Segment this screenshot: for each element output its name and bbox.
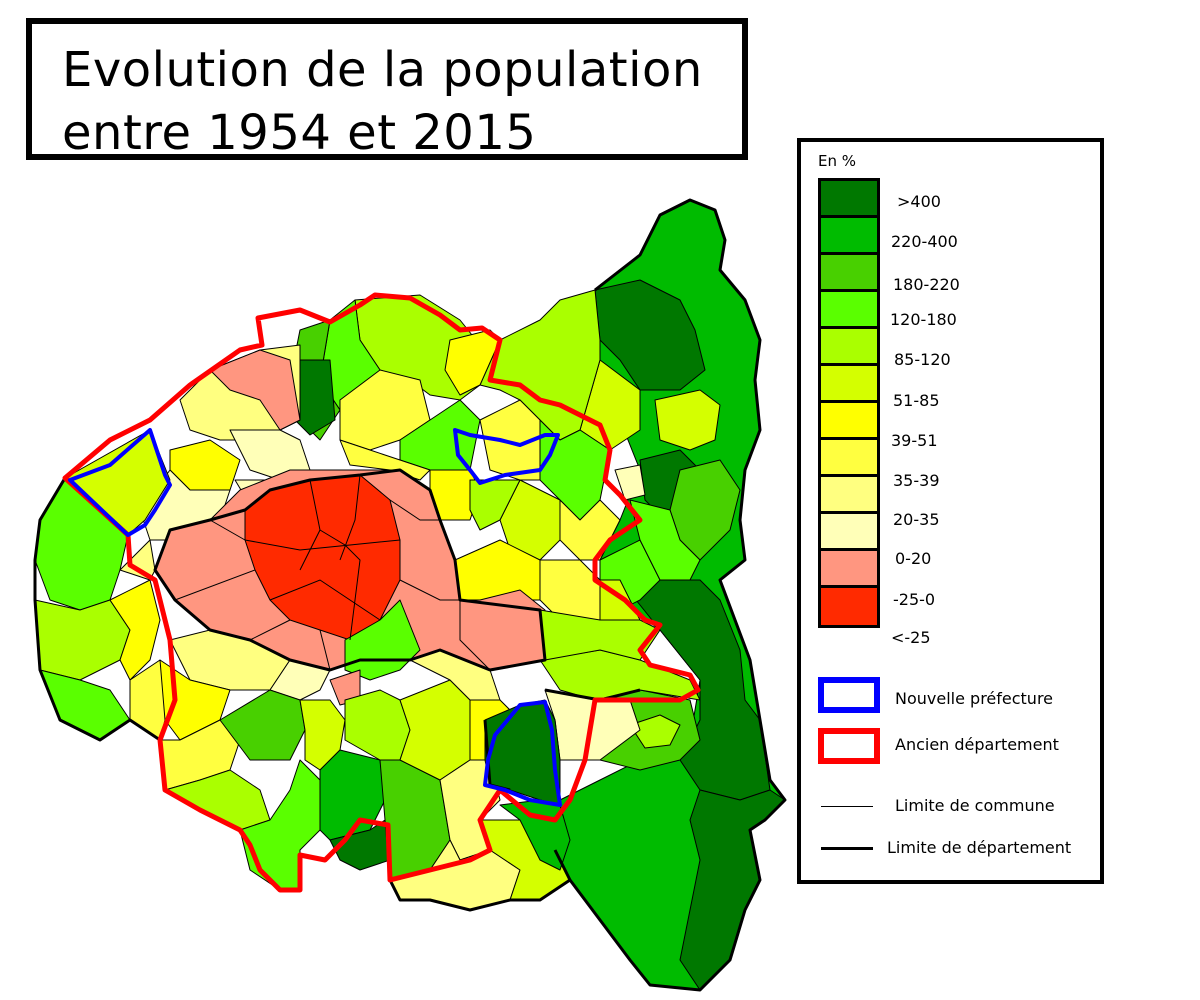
legend-swatch-120-180 (821, 292, 877, 329)
commune-region (399, 679, 471, 781)
legend-class-label: -25-0 (893, 590, 936, 609)
legend-symbol-limite-departement-label: Limite de département (887, 838, 1072, 857)
ancien-departement-outline (62, 292, 701, 893)
commune-region (629, 499, 701, 581)
legend-swatch-35-39 (821, 440, 877, 477)
limite-departement-south (388, 878, 571, 912)
limite-departement-outer (553, 198, 787, 992)
legend-swatch-85-120 (821, 329, 877, 366)
legend-class-label: >400 (897, 192, 941, 211)
legend-symbol-prefecture-label: Nouvelle préfecture (895, 689, 1054, 708)
legend-class-label: 51-85 (893, 391, 940, 410)
legend-heading: En % (818, 152, 857, 170)
commune-region (479, 399, 541, 481)
commune-region (109, 579, 161, 681)
legend-symbol-prefecture (818, 677, 880, 713)
commune-region (594, 279, 706, 391)
legend-class-label: 35-39 (893, 471, 940, 490)
commune-region (654, 389, 721, 451)
choropleth-map (33, 198, 787, 992)
map-title-line-1: Evolution de la population (62, 42, 703, 98)
legend-class-label: <-25 (891, 628, 931, 647)
map-title-box: Evolution de la population entre 1954 et… (26, 18, 748, 160)
legend-swatch-39-51 (821, 403, 877, 440)
legend-class-label: 20-35 (893, 510, 940, 529)
commune-region (209, 349, 301, 431)
map-legend: En % >400 220-400 180-220 120-180 85-120… (797, 138, 1104, 884)
commune-region (219, 689, 306, 761)
limite-departement-paris (153, 468, 547, 672)
commune-region (679, 789, 786, 991)
prefecture-outline-bobigny (453, 428, 560, 485)
legend-swatch-minus25-0 (821, 551, 877, 588)
legend-swatch-220-400 (821, 218, 877, 255)
legend-swatch-180-220 (821, 255, 877, 292)
legend-swatch-0-20 (821, 514, 877, 551)
commune-region (444, 329, 501, 396)
legend-symbol-limite-commune (821, 806, 873, 807)
commune-region (34, 599, 131, 681)
commune-region (614, 464, 646, 501)
legend-class-label: 180-220 (893, 275, 960, 294)
legend-symbol-ancien-departement-label: Ancien département (895, 735, 1059, 754)
commune-region (319, 749, 386, 841)
legend-swatch-lt-minus25 (821, 588, 877, 625)
commune-region (469, 479, 521, 531)
prefecture-outline-nanterre (68, 428, 172, 537)
legend-swatch-gt400 (821, 181, 877, 218)
prefecture-outline-creteil (483, 700, 562, 807)
legend-class-label: 39-51 (891, 431, 938, 450)
legend-swatch-51-85 (821, 366, 877, 403)
legend-swatch-20-35 (821, 477, 877, 514)
legend-class-label: 220-400 (891, 232, 958, 251)
legend-class-label: 120-180 (890, 310, 957, 329)
legend-symbol-ancien-departement (818, 728, 880, 764)
commune-region (629, 714, 681, 749)
legend-class-label: 85-120 (894, 350, 951, 369)
legend-color-scale (818, 178, 880, 628)
commune-region (339, 439, 431, 481)
legend-symbol-limite-commune-label: Limite de commune (895, 796, 1055, 815)
map-title-line-2: entre 1954 et 2015 (62, 105, 537, 161)
legend-symbol-limite-departement (821, 847, 873, 850)
legend-class-label: 0-20 (895, 549, 932, 568)
